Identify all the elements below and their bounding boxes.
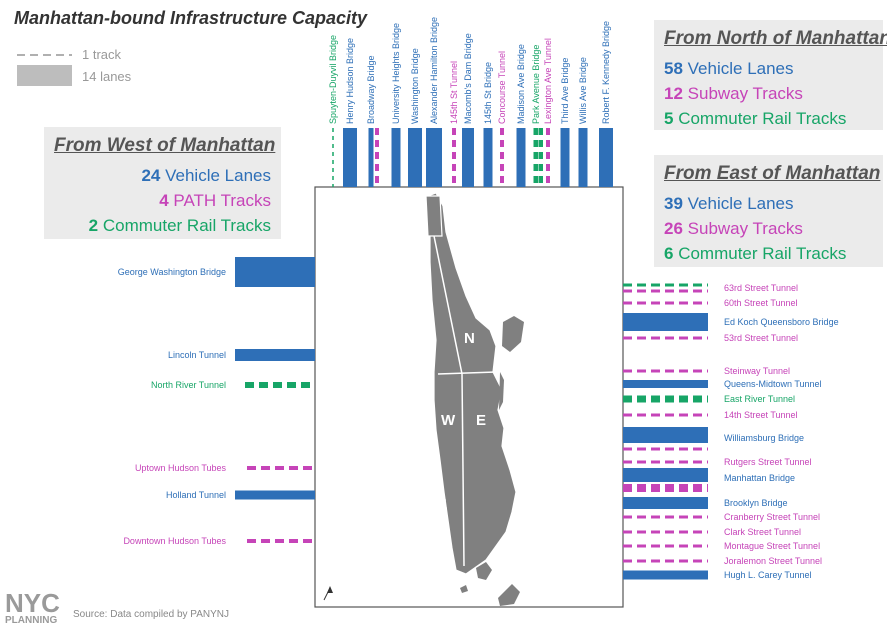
divider-west-line: [433, 235, 465, 567]
panel-west-row: 24 Vehicle Lanes: [141, 166, 271, 185]
north-label-145th-st-tunnel: 145th St Tunnel: [449, 61, 459, 124]
page-title: Manhattan-bound Infrastructure Capacity: [14, 8, 368, 28]
east-label-53rd-street-tunnel: 53rd Street Tunnel: [724, 333, 798, 343]
east-label-brooklyn-bridge: Brooklyn Bridge: [724, 498, 788, 508]
divider-north-line: [437, 371, 497, 375]
randalls-island: [502, 316, 524, 352]
north-label-willis-ave-bridge: Willis Ave Bridge: [578, 57, 588, 124]
legend-lanes-swatch: [17, 65, 72, 86]
panel-west-row: 2 Commuter Rail Tracks: [88, 216, 271, 235]
east-label-14th-street-tunnel: 14th Street Tunnel: [724, 410, 798, 420]
east-label-hugh-l-carey-tunnel: Hugh L. Carey Tunnel: [724, 570, 812, 580]
east-label-63rd-street-tunnel: 63rd Street Tunnel: [724, 283, 798, 293]
west-label-north-river-tunnel: North River Tunnel: [151, 380, 226, 390]
legend-lanes-label: 14 lanes: [82, 69, 132, 84]
west-label-downtown-hudson-tubes: Downtown Hudson Tubes: [123, 536, 226, 546]
north-label-park-avenue-bridge: Park Avenue Bridge: [531, 45, 541, 124]
north-label-henry-hudson-bridge: Henry Hudson Bridge: [345, 38, 355, 124]
panel-east-row: 6 Commuter Rail Tracks: [664, 244, 847, 263]
north-label-lexington-ave-tunnel: Lexington Ave Tunnel: [543, 38, 553, 124]
east-label-rutgers-street-tunnel: Rutgers Street Tunnel: [724, 457, 812, 467]
panel-north-row: 58 Vehicle Lanes: [664, 59, 794, 78]
east-label-queens-midtown-tunnel: Queens-Midtown Tunnel: [724, 379, 822, 389]
east-label-60th-street-tunnel: 60th Street Tunnel: [724, 298, 798, 308]
east-label-cranberry-street-tunnel: Cranberry Street Tunnel: [724, 512, 820, 522]
north-label-madison-ave-bridge: Madison Ave Bridge: [516, 44, 526, 124]
east-region-label: E: [476, 412, 487, 429]
north-label-robert-f-kennedy-bridge: Robert F. Kennedy Bridge: [601, 21, 611, 124]
north-label-third-ave-bridge: Third Ave Bridge: [560, 58, 570, 124]
north-region-label: N: [464, 330, 475, 347]
legend-track-label: 1 track: [82, 47, 122, 62]
panel-east: From East of Manhattan 39 Vehicle Lanes …: [654, 155, 883, 267]
panel-west-row: 4 PATH Tracks: [159, 191, 271, 210]
north-label-alexander-hamilton-bridge: Alexander Hamilton Bridge: [429, 17, 439, 124]
panel-north-heading: From North of Manhattan: [664, 28, 887, 49]
west-label-george-washington-bridge: George Washington Bridge: [118, 267, 226, 277]
manhattan-island: [427, 192, 517, 575]
east-label-clark-street-tunnel: Clark Street Tunnel: [724, 527, 801, 537]
east-label-east-river-tunnel: East River Tunnel: [724, 394, 795, 404]
source-note: Source: Data compiled by PANYNJ: [73, 609, 229, 620]
north-arrow-icon: [323, 586, 333, 601]
east-label-montague-street-tunnel: Montague Street Tunnel: [724, 541, 820, 551]
brooklyn-corner: [498, 584, 520, 606]
north-label-concourse-tunnel: Concourse Tunnel: [497, 51, 507, 124]
pier-ticks: [441, 499, 452, 549]
panel-north: From North of Manhattan 58 Vehicle Lanes…: [654, 20, 887, 130]
north-label-macomb-s-dam-bridge: Macomb's Dam Bridge: [463, 33, 473, 124]
governors-island: [476, 562, 492, 580]
west-label-holland-tunnel: Holland Tunnel: [166, 490, 226, 500]
east-label-ed-koch-queensboro-bridge: Ed Koch Queensboro Bridge: [724, 317, 839, 327]
liberty-island: [460, 585, 468, 593]
roosevelt-island: [499, 372, 504, 410]
nyc-logo-text: NYC: [5, 588, 60, 618]
north-island-piece: [425, 195, 443, 237]
north-label-145th-st-bridge: 145th St Bridge: [483, 62, 493, 124]
north-label-spuyten-duyvil-bridge: Spuyten-Duyvil Bridge: [328, 35, 338, 124]
west-label-lincoln-tunnel: Lincoln Tunnel: [168, 350, 226, 360]
panel-north-row: 5 Commuter Rail Tracks: [664, 109, 847, 128]
east-label-steinway-tunnel: Steinway Tunnel: [724, 366, 790, 376]
crossing-bars: Spuyten-Duyvil Bridge Henry Hudson Bridge…: [118, 17, 839, 580]
east-label-manhattan-bridge: Manhattan Bridge: [724, 473, 795, 483]
panel-east-heading: From East of Manhattan: [664, 163, 881, 184]
panel-west: From West of Manhattan 24 Vehicle Lanes …: [44, 127, 281, 239]
panel-north-row: 12 Subway Tracks: [664, 84, 803, 103]
west-label-uptown-hudson-tubes: Uptown Hudson Tubes: [135, 463, 227, 473]
panel-east-row: 39 Vehicle Lanes: [664, 194, 794, 213]
north-label-broadway-bridge: Broadway Bridge: [366, 55, 376, 124]
west-region-label: W: [441, 412, 456, 429]
east-label-joralemon-street-tunnel: Joralemon Street Tunnel: [724, 556, 822, 566]
planning-logo-text: PLANNING: [5, 615, 57, 626]
panel-west-heading: From West of Manhattan: [54, 135, 276, 156]
east-label-williamsburg-bridge: Williamsburg Bridge: [724, 433, 804, 443]
north-label-university-heights-bridge: University Heights Bridge: [391, 23, 401, 124]
panel-east-row: 26 Subway Tracks: [664, 219, 803, 238]
north-label-washington-bridge: Washington Bridge: [410, 48, 420, 124]
